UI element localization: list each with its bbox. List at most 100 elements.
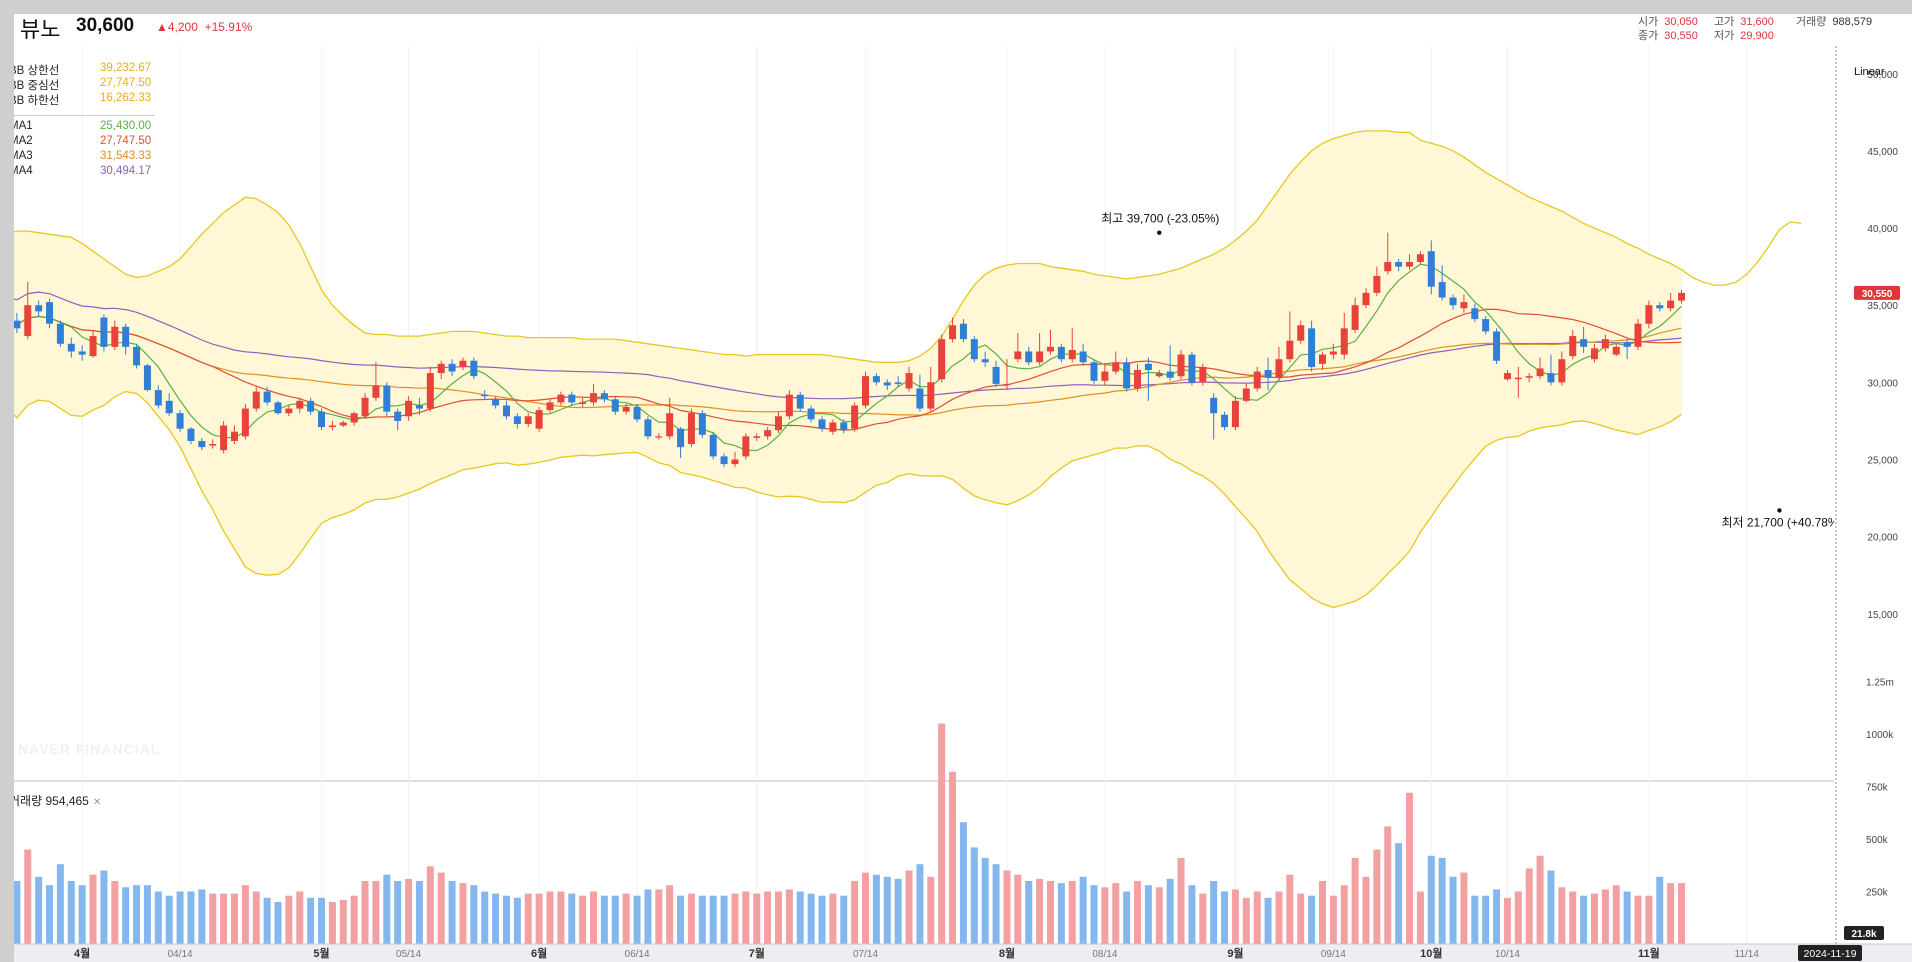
candle	[1384, 232, 1392, 275]
annotation-label: 최저 21,700 (+40.78%)	[1721, 515, 1842, 529]
candle-body	[829, 422, 837, 432]
candle	[111, 320, 119, 350]
price-change-amount: ▲4,200	[156, 20, 198, 34]
candle	[1525, 373, 1533, 383]
candle-body	[1123, 362, 1131, 389]
bb-upper-line	[14, 130, 1802, 363]
candle-body	[1536, 368, 1544, 377]
annotation-prefix: 최저	[1721, 515, 1746, 529]
x-tick-label: 10/14	[1495, 949, 1520, 960]
volume-bar	[862, 872, 870, 944]
candle-body	[785, 394, 793, 417]
candle	[361, 393, 369, 418]
volume-bar	[1569, 891, 1577, 944]
volume-bar	[1101, 887, 1109, 944]
candlestick-chart[interactable]: 최고 39,700 (-23.05%) 최저 21,700 (+40.78%) NA…	[14, 14, 1912, 962]
candle	[1231, 396, 1239, 431]
candle-body	[448, 363, 456, 372]
candle-body	[1014, 351, 1022, 360]
volume-bar	[546, 891, 554, 944]
volume-bar	[513, 897, 521, 944]
candle	[209, 439, 217, 449]
candle	[1308, 320, 1316, 372]
x-tick-label: 4월	[74, 946, 90, 960]
candle	[753, 433, 761, 441]
candle-body	[1297, 325, 1305, 341]
volume-bar	[557, 891, 565, 944]
candle-body	[1569, 336, 1577, 357]
volume-bar	[666, 885, 674, 944]
candle	[764, 427, 772, 440]
candle	[1536, 357, 1544, 380]
candle	[698, 410, 706, 438]
candle-body	[1482, 319, 1490, 332]
volume-bar	[14, 881, 21, 944]
candle-body	[1547, 373, 1555, 383]
candle	[1580, 326, 1588, 354]
x-tick-label: 09/14	[1321, 949, 1346, 960]
candle-body	[263, 391, 271, 403]
candle-body	[35, 305, 43, 312]
volume-bar	[241, 885, 249, 944]
volume-bar	[742, 891, 750, 944]
candle-body	[328, 425, 336, 428]
price-annotation: 최저 21,700 (+40.78%)	[1721, 508, 1843, 529]
candle	[502, 400, 510, 420]
volume-bar	[938, 723, 946, 944]
y-tick-label: 20,000	[1867, 533, 1898, 544]
volume-bar	[764, 891, 772, 944]
y-tick-label: 50,000	[1867, 70, 1898, 81]
ma3-line	[14, 315, 1682, 416]
volume-bar	[122, 887, 130, 944]
volume-bar	[1297, 893, 1305, 944]
candle-body	[807, 408, 815, 420]
volume-bar	[1264, 897, 1272, 944]
volume-bar	[78, 885, 86, 944]
low-price: 저가 29,900	[1714, 30, 1774, 42]
candle	[1036, 332, 1044, 366]
volume-bar	[927, 876, 935, 944]
volume-bar	[1514, 891, 1522, 944]
volume-bar	[1340, 885, 1348, 944]
candle-body	[78, 351, 86, 355]
candle	[590, 383, 598, 406]
candle-body	[1667, 300, 1675, 309]
candle-body	[1286, 340, 1294, 360]
candle-body	[546, 402, 554, 411]
close-icon[interactable]: ✕	[92, 797, 102, 808]
volume-bar	[535, 893, 543, 944]
volume-bar	[1493, 889, 1501, 944]
volume-bar	[687, 893, 695, 944]
candle	[633, 403, 641, 423]
candle	[992, 360, 1000, 387]
candle-body	[1264, 370, 1272, 378]
candle-body	[633, 407, 641, 420]
candle-body	[1036, 351, 1044, 363]
candle	[1297, 320, 1305, 344]
candle-body	[470, 360, 478, 377]
volume-bar	[1536, 855, 1544, 944]
volume-bar	[198, 889, 206, 944]
y-tick-label: 45,000	[1867, 147, 1898, 158]
x-tick-label: 04/14	[168, 949, 193, 960]
candle-body	[1057, 346, 1065, 360]
volume-bar	[176, 891, 184, 944]
candle	[1362, 288, 1370, 309]
volume-tick-label: 250k	[1866, 888, 1889, 899]
legend-bb-upper: BB 상한선 39,232.67	[14, 62, 152, 77]
x-tick-label: 11월	[1638, 946, 1660, 960]
candle-body	[687, 413, 695, 445]
volume-bar	[35, 876, 43, 944]
volume-bar	[1046, 881, 1054, 944]
candle	[470, 357, 478, 380]
candle-body	[970, 339, 978, 360]
candle-body	[394, 411, 402, 421]
candle-body	[1406, 262, 1414, 267]
x-tick-label: 5월	[313, 946, 329, 960]
bb-lower-line	[14, 390, 1682, 609]
candle-body	[1275, 359, 1283, 378]
candle-body	[905, 373, 913, 389]
candle-body	[938, 339, 946, 380]
scale-type-dropdown[interactable]: Linear ⌄	[1854, 66, 1897, 78]
candle-body	[851, 405, 859, 429]
